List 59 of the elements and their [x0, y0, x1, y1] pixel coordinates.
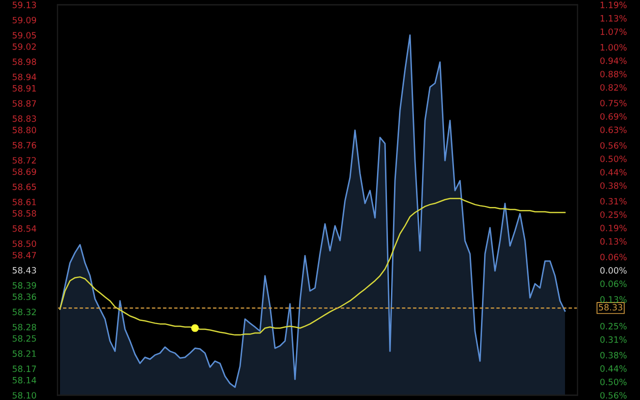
y-tick-label: 58.69 [12, 168, 36, 175]
y-tick-label: 58.91 [12, 85, 36, 92]
y-tick-label: 58.54 [12, 225, 36, 232]
y-tick-label: 59.09 [12, 16, 36, 24]
y-tick-label: 58.36 [12, 294, 36, 300]
y2-tick-label: 1.00% [600, 44, 627, 51]
y2-tick-label: 0.38% [600, 352, 627, 358]
y-tick-label: 58.65 [12, 184, 36, 190]
y2-tick-label: 0.06% [600, 280, 627, 288]
y2-tick-label: 0.25% [600, 322, 627, 330]
y-tick-label: 58.98 [12, 58, 36, 66]
y2-tick-label: 0.63% [600, 126, 627, 134]
y-tick-label: 58.58 [12, 210, 36, 217]
y-tick-label: 58.47 [12, 252, 36, 258]
y-tick-label: 59.05 [12, 32, 36, 39]
y-tick-label: 58.17 [12, 366, 36, 372]
y-tick-label: 58.21 [12, 350, 36, 357]
y-tick-label: 58.80 [12, 126, 36, 134]
y2-tick-label: 0.75% [600, 100, 627, 106]
y2-tick-label: 0.50% [600, 156, 627, 162]
y-tick-label: 58.50 [12, 240, 36, 247]
y-tick-label: 58.25 [12, 335, 36, 342]
y2-tick-label: 0.94% [600, 57, 627, 64]
y2-tick-label: 1.19% [600, 2, 627, 8]
y-tick-label: 58.39 [12, 282, 36, 289]
y2-tick-label: 0.25% [600, 211, 627, 218]
y-tick-label: 58.87 [12, 100, 36, 107]
line-series [59, 198, 566, 336]
y-tick-label: 58.32 [12, 308, 36, 316]
y2-tick-label: 0.06% [600, 254, 627, 260]
y2-tick-label: 0.44% [600, 168, 627, 176]
y2-tick-label: 1.13% [600, 15, 627, 22]
y2-tick-label: 0.00% [600, 267, 627, 274]
y2-tick-label: 0.88% [600, 70, 627, 78]
y2-tick-label: 1.07% [600, 28, 627, 35]
ref-line-label: 58.33 [598, 304, 622, 311]
y2-tick-label: 0.13% [600, 238, 627, 245]
y-tick-label: 59.13 [12, 2, 36, 8]
y2-tick-label: 0.31% [600, 198, 627, 205]
y-tick-label: 58.83 [12, 115, 36, 122]
y2-tick-label: 0.13% [600, 296, 627, 303]
y-tick-label: 58.61 [12, 198, 36, 206]
y2-tick-label: 0.19% [600, 224, 627, 232]
y2-tick-label: 0.44% [600, 365, 627, 372]
y-tick-label: 58.43 [12, 267, 36, 274]
y2-tick-label: 0.82% [600, 84, 627, 91]
y2-tick-label: 0.50% [600, 378, 627, 386]
y2-tick-label: 0.31% [600, 336, 627, 343]
y2-tick-label: 0.56% [600, 392, 627, 399]
y-tick-label: 58.72 [12, 157, 36, 164]
y2-tick-label: 0.38% [600, 182, 627, 189]
y-tick-label: 58.94 [12, 74, 36, 80]
y2-tick-label: 0.69% [600, 113, 627, 120]
y-tick-label: 58.28 [12, 324, 36, 330]
y2-tick-label: 0.56% [600, 142, 627, 149]
y-tick-label: 58.10 [12, 392, 36, 399]
y-tick-label: 59.02 [12, 43, 36, 50]
y-tick-label: 58.14 [12, 376, 36, 384]
y-tick-label: 58.76 [12, 142, 36, 148]
